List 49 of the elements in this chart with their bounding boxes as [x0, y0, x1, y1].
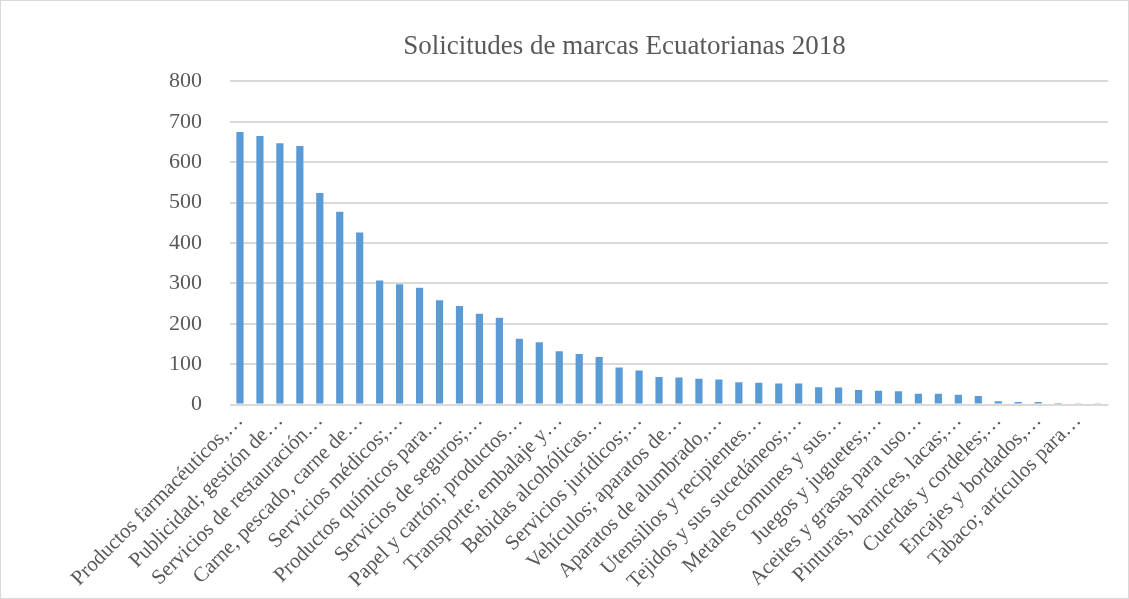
y-tick-label: 500 [169, 188, 202, 214]
bar [415, 287, 424, 404]
bar [715, 379, 723, 404]
y-tick-label: 600 [169, 147, 202, 173]
bar [376, 280, 384, 404]
bar [236, 131, 244, 404]
y-tick-label: 100 [169, 349, 202, 375]
bar [635, 370, 643, 404]
bar [455, 305, 464, 404]
bar [555, 351, 563, 404]
bar [336, 211, 344, 404]
bar [874, 390, 883, 404]
bar [435, 300, 444, 404]
bar [815, 387, 823, 404]
bar [595, 356, 603, 404]
bar [276, 143, 284, 404]
bar [695, 378, 703, 404]
bar [775, 383, 783, 404]
bar [835, 387, 843, 404]
y-tick-label: 800 [169, 67, 202, 93]
bar [854, 390, 863, 404]
bar [974, 396, 982, 404]
bar [914, 393, 923, 404]
bar [655, 377, 663, 404]
bar [535, 342, 543, 404]
bar [954, 394, 962, 404]
bar [296, 146, 304, 404]
bar [675, 377, 683, 404]
bar [575, 354, 583, 404]
bar [396, 284, 404, 404]
y-tick-label: 0 [191, 390, 202, 416]
y-tick-label: 400 [169, 228, 202, 254]
bar [515, 338, 523, 404]
chart-title: Solicitudes de marcas Ecuatorianas 2018 [403, 30, 846, 61]
bar [475, 313, 484, 404]
bar [994, 401, 1002, 404]
bar [934, 393, 942, 404]
y-tick-label: 200 [169, 309, 202, 335]
y-tick-label: 300 [169, 269, 202, 295]
bar [795, 383, 803, 404]
bar [356, 232, 364, 404]
bar [495, 317, 503, 404]
bar [615, 367, 623, 404]
y-tick-label: 700 [169, 107, 202, 133]
bar [894, 391, 903, 404]
bar [316, 192, 324, 404]
bar [735, 382, 743, 404]
bar [256, 135, 264, 404]
bar [755, 382, 763, 404]
